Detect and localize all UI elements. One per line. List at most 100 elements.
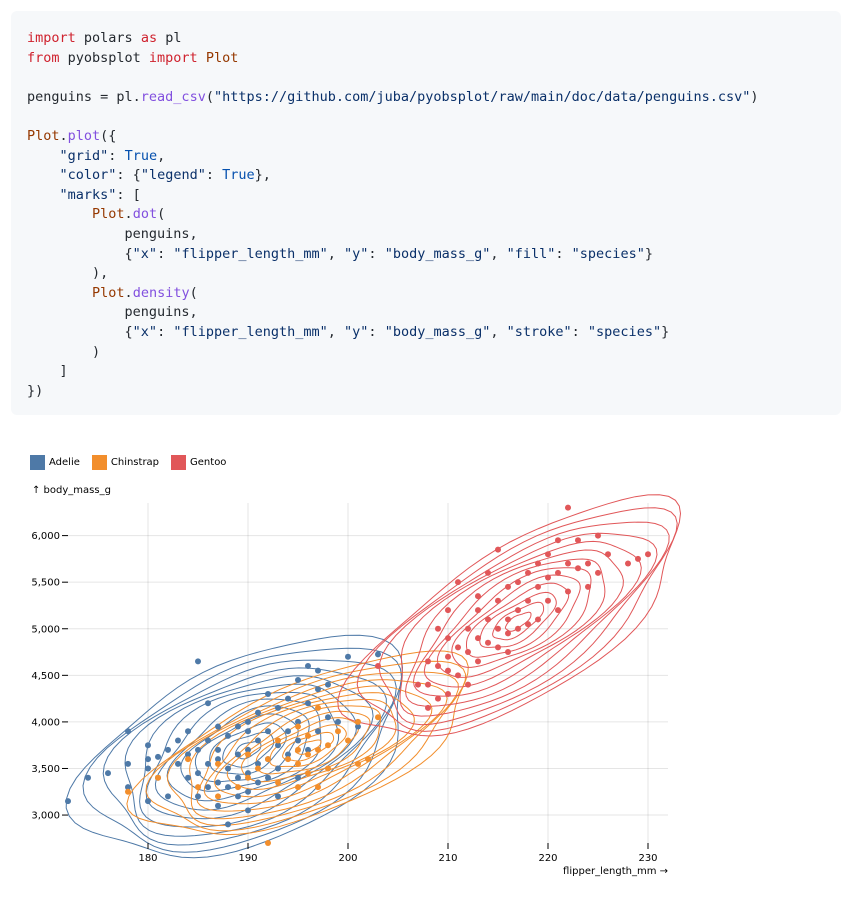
dot-gentoo — [545, 574, 551, 581]
code-line: penguins, — [27, 304, 198, 320]
code-token: import — [27, 30, 76, 46]
dot-chinstrap — [305, 732, 311, 739]
code-token: Plot — [27, 127, 60, 144]
dot-adelie — [255, 709, 261, 716]
code-token: "species" — [571, 245, 645, 262]
code-token: "y" — [344, 323, 369, 340]
dot-adelie — [225, 784, 231, 791]
code-token: : — [368, 323, 385, 340]
dot-chinstrap — [185, 756, 191, 763]
dot-gentoo — [625, 560, 631, 567]
dot-adelie — [235, 793, 241, 800]
dot-adelie — [265, 690, 271, 697]
dot-adelie — [125, 728, 131, 735]
density-contour-gentoo — [399, 532, 658, 717]
density-contour-gentoo — [504, 611, 532, 632]
x-tick-label: 190 — [238, 853, 257, 864]
density-contour-gentoo — [412, 549, 624, 697]
dot-gentoo — [465, 625, 471, 632]
dot-adelie — [195, 658, 201, 665]
dot-chinstrap — [155, 774, 161, 781]
density-contour-gentoo — [451, 574, 581, 668]
dot-adelie — [285, 728, 291, 735]
code-line: "color": {"legend": True}, — [27, 167, 271, 183]
dot-adelie — [375, 651, 381, 658]
density-contours — [65, 494, 682, 859]
dot-gentoo — [455, 644, 461, 651]
code-line: Plot.plot({ — [27, 128, 116, 144]
dot-gentoo — [495, 644, 501, 651]
code-token: { — [27, 323, 133, 340]
dot-adelie — [105, 770, 111, 777]
code-token: True — [124, 147, 158, 164]
code-line: import polars as pl — [27, 30, 181, 46]
dot-gentoo — [495, 597, 501, 604]
dot-gentoo — [565, 504, 571, 511]
code-token: { — [27, 245, 133, 262]
dot-gentoo — [575, 565, 581, 572]
y-tick-label: 5,500 — [31, 578, 60, 589]
dot-gentoo — [475, 607, 481, 614]
dot-chinstrap — [295, 746, 301, 753]
dot-gentoo — [565, 588, 571, 595]
code-token: "flipper_length_mm" — [173, 323, 328, 340]
dot-adelie — [275, 704, 281, 711]
legend-item-chinstrap: Chinstrap — [91, 454, 159, 470]
dot-chinstrap — [245, 751, 251, 758]
dot-chinstrap — [305, 770, 311, 777]
code-line: penguins = pl.read_csv("https://github.c… — [27, 89, 759, 105]
dot-gentoo — [515, 607, 521, 614]
density-contour-gentoo — [337, 494, 682, 737]
dot-gentoo — [555, 537, 561, 544]
dot-adelie — [325, 714, 331, 721]
dot-chinstrap — [255, 765, 261, 772]
density-contour-chinstrap — [294, 739, 322, 755]
density-contour-chinstrap — [126, 650, 469, 836]
code-line: ) — [27, 344, 100, 360]
code-token: }, — [254, 167, 271, 184]
code-token: True — [222, 167, 255, 184]
legend-label: Adelie — [49, 456, 80, 468]
dot-chinstrap — [295, 760, 301, 767]
y-tick-label: 3,500 — [31, 764, 60, 775]
dot-adelie — [245, 788, 251, 795]
dot-chinstrap — [365, 756, 371, 763]
dot-adelie — [355, 723, 361, 730]
dot-gentoo — [465, 649, 471, 656]
density-contour-gentoo — [479, 591, 557, 648]
legend-item-gentoo: Gentoo — [171, 454, 226, 470]
dot-chinstrap — [315, 784, 321, 791]
dot-gentoo — [435, 625, 441, 632]
dot-adelie — [285, 751, 291, 758]
x-tick-label: 210 — [438, 853, 457, 864]
dot-gentoo — [425, 658, 431, 665]
dot-adelie — [165, 793, 171, 800]
legend-swatch — [91, 454, 107, 470]
code-token: "fill" — [506, 245, 556, 262]
code-token: : — [157, 323, 174, 340]
dot-gentoo — [435, 663, 441, 670]
dot-adelie — [205, 700, 211, 707]
code-token: , — [327, 323, 345, 340]
code-token: : — [555, 245, 572, 262]
dot-chinstrap — [375, 714, 381, 721]
dot-adelie — [145, 756, 151, 763]
code-line: ), — [27, 265, 108, 281]
dot-adelie — [275, 765, 281, 772]
code-line: Plot.dot( — [27, 206, 165, 222]
code-token: penguins = pl. — [27, 88, 141, 105]
dot-adelie — [125, 784, 131, 791]
dot-chinstrap — [275, 779, 281, 786]
legend-item-adelie: Adelie — [30, 454, 80, 470]
dot-adelie — [225, 732, 231, 739]
code-token: ( — [189, 284, 198, 301]
code-token: . — [59, 127, 68, 144]
dot-adelie — [305, 700, 311, 707]
x-tick-label: 180 — [138, 853, 157, 864]
code-token: "body_mass_g" — [384, 323, 491, 340]
density-contour-adelie — [82, 647, 403, 853]
density-contour-adelie — [180, 705, 310, 792]
density-contour-chinstrap — [214, 699, 397, 798]
dot-adelie — [245, 807, 251, 814]
y-tick-label: 6,000 — [31, 531, 60, 542]
